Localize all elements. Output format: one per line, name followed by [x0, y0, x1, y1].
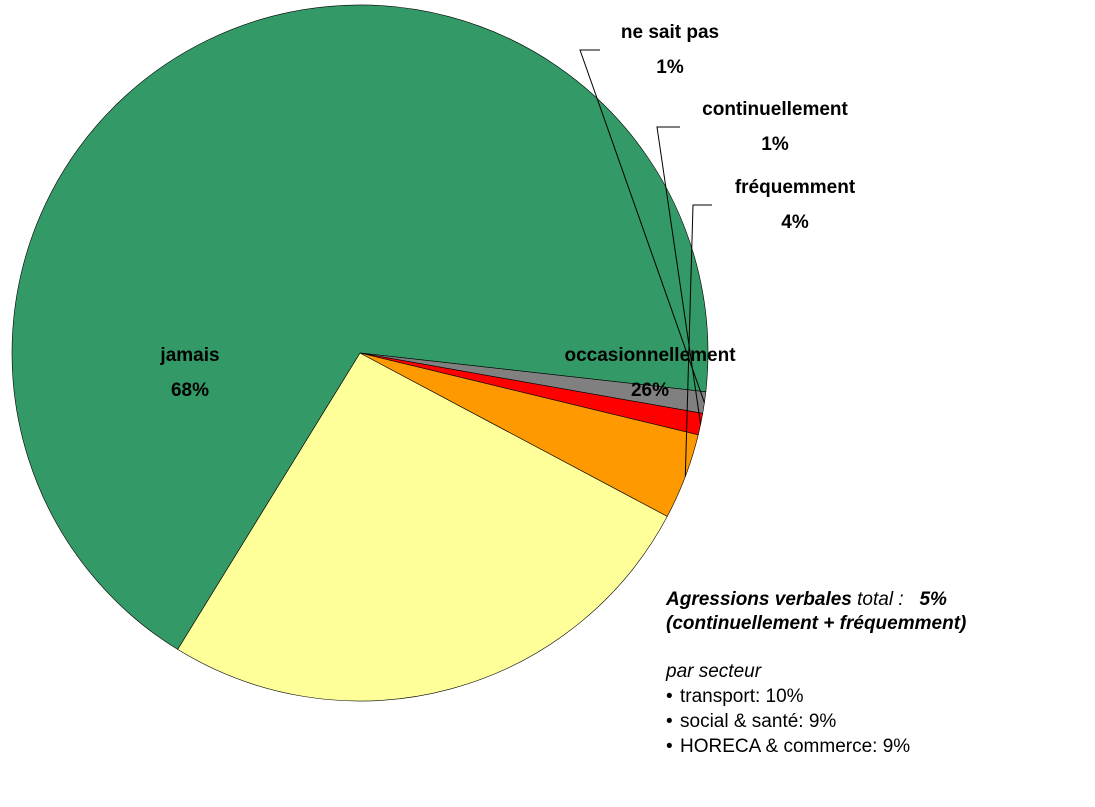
note-sector-title: par secteur	[666, 660, 1091, 684]
slice-label-jamais: jamais 68%	[130, 338, 250, 408]
slice-label-value: 1%	[670, 127, 880, 162]
sector-item-text: social & santé: 9%	[680, 711, 836, 732]
note-headline-total: total :	[852, 589, 904, 610]
sector-item: • transport: 10%	[666, 684, 1091, 709]
sector-item-text: transport: 10%	[680, 686, 804, 707]
slice-label-value: 4%	[700, 205, 890, 240]
note-headline-title: Agressions verbales	[666, 589, 852, 610]
slice-label-name: occasionnellement	[530, 338, 770, 373]
slice-label-name: fréquemment	[700, 170, 890, 205]
note-headline-value: 5%	[919, 589, 946, 610]
slice-label-name: continuellement	[670, 92, 880, 127]
sector-item-text: HORECA & commerce: 9%	[680, 736, 910, 757]
slice-label-name: jamais	[130, 338, 250, 373]
note-headline: Agressions verbales total : 5%	[666, 588, 1091, 612]
slice-label-frequemment: fréquemment 4%	[700, 170, 890, 240]
note-headline-sub: (continuellement + fréquemment)	[666, 612, 1091, 636]
slice-label-value: 68%	[130, 373, 250, 408]
summary-note: Agressions verbales total : 5% (continue…	[666, 588, 1091, 759]
sector-list: • transport: 10% • social & santé: 9% • HOR…	[666, 684, 1091, 759]
slice-label-occasionnellement: occasionnellement 26%	[530, 338, 770, 408]
sector-item: • HORECA & commerce: 9%	[666, 734, 1091, 759]
slice-label-continuellement: continuellement 1%	[670, 92, 880, 162]
slice-label-name: ne sait pas	[590, 15, 750, 50]
slice-label-ne-sait-pas: ne sait pas 1%	[590, 15, 750, 85]
slice-label-value: 1%	[590, 50, 750, 85]
slice-label-value: 26%	[530, 373, 770, 408]
sector-item: • social & santé: 9%	[666, 709, 1091, 734]
